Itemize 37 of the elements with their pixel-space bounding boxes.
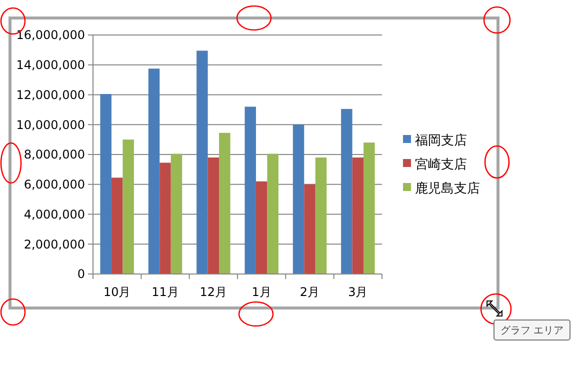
y-tick-label: 0 bbox=[77, 267, 85, 282]
legend-label: 宮崎支店 bbox=[415, 156, 467, 173]
bar bbox=[196, 50, 208, 274]
x-tick-label: 10月 bbox=[103, 285, 131, 299]
bar bbox=[352, 157, 364, 274]
y-tick-label: 14,000,000 bbox=[16, 58, 85, 72]
bar bbox=[364, 142, 375, 274]
y-tick-label: 12,000,000 bbox=[16, 88, 85, 102]
x-tick-label: 11月 bbox=[152, 285, 179, 299]
bar bbox=[292, 124, 304, 274]
bar bbox=[208, 157, 220, 274]
y-tick-label: 10,000,000 bbox=[16, 118, 85, 132]
legend-label: 鹿児島支店 bbox=[415, 180, 480, 197]
bar bbox=[160, 162, 171, 274]
bar bbox=[267, 154, 278, 274]
y-tick-label: 2,000,000 bbox=[24, 237, 85, 252]
bar bbox=[111, 178, 123, 274]
x-tick-label: 12月 bbox=[200, 285, 228, 299]
bar bbox=[304, 184, 316, 274]
bar bbox=[170, 154, 182, 274]
bar bbox=[148, 68, 160, 274]
y-tick-label: 6,000,000 bbox=[24, 178, 85, 192]
bar bbox=[315, 157, 327, 274]
y-tick-label: 16,000,000 bbox=[16, 28, 85, 42]
bar bbox=[219, 132, 230, 274]
bar bbox=[122, 140, 134, 274]
y-tick-label: 4,000,000 bbox=[24, 207, 85, 222]
bar bbox=[256, 181, 268, 274]
bar bbox=[341, 108, 352, 274]
x-tick-label: 3月 bbox=[348, 285, 368, 299]
bar bbox=[100, 94, 112, 274]
legend-label: 福岡支店 bbox=[415, 132, 467, 149]
y-tick-label: 8,000,000 bbox=[24, 148, 85, 162]
bar bbox=[244, 106, 256, 274]
x-tick-label: 2月 bbox=[300, 285, 320, 299]
text: グラフ エリア bbox=[500, 326, 564, 336]
x-tick-label: 1月 bbox=[252, 285, 272, 299]
